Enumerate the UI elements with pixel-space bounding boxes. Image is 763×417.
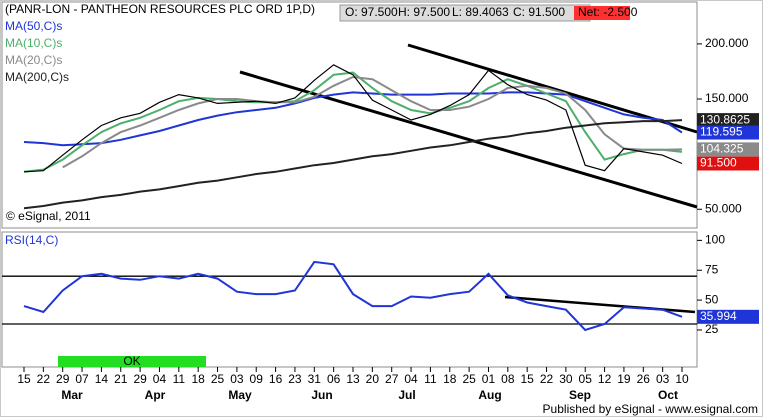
- value-tag-label: 130.8625: [700, 112, 750, 126]
- credit: © eSignal, 2011: [6, 209, 91, 223]
- x-tick-label: 22: [540, 372, 554, 386]
- month-label: Jul: [398, 388, 415, 402]
- y-tick-label: 100: [705, 233, 725, 247]
- ok-badge: [58, 356, 206, 367]
- legend-entry: MA(200,C)s: [5, 70, 69, 84]
- x-tick-label: 06: [327, 372, 341, 386]
- x-tick-label: 03: [656, 372, 670, 386]
- legend-entry: MA(50,C)s: [5, 19, 62, 33]
- net-label: Net: -2.500: [578, 5, 638, 19]
- month-label: May: [228, 388, 252, 402]
- month-label: Jun: [311, 388, 332, 402]
- x-tick-label: 03: [230, 372, 244, 386]
- value-tag-label: 119.595: [700, 125, 743, 139]
- x-tick-label: 16: [269, 372, 283, 386]
- x-tick-label: 18: [191, 372, 205, 386]
- value-tag: [697, 156, 759, 171]
- value-tag-label: 91.500: [700, 156, 737, 170]
- x-tick-label: 30: [559, 372, 573, 386]
- x-tick-label: 10: [675, 372, 689, 386]
- quote-item: L: 89.4063: [452, 5, 509, 19]
- x-tick-label: 05: [579, 372, 593, 386]
- chart-title: (PANR-LON - PANTHEON RESOURCES PLC ORD 1…: [5, 2, 315, 16]
- x-tick-label: 29: [133, 372, 147, 386]
- x-tick-label: 11: [424, 372, 437, 386]
- legend-entry: MA(20,C)s: [5, 53, 62, 67]
- ma-line: [23, 71, 683, 173]
- value-tag: [697, 125, 759, 140]
- ma-line: [23, 91, 683, 147]
- rsi-line: [23, 260, 683, 332]
- month-label: Aug: [478, 388, 501, 402]
- x-tick-label: 25: [462, 372, 476, 386]
- x-tick-label: 13: [346, 372, 360, 386]
- price-panel: [1, 1, 698, 229]
- ma-line: [62, 75, 683, 169]
- x-tick-label: 04: [404, 372, 418, 386]
- x-tick-label: 11: [173, 372, 186, 386]
- x-tick-label: 18: [443, 372, 457, 386]
- value-tag-label: 35.994: [700, 309, 737, 323]
- x-tick-label: 26: [637, 372, 651, 386]
- y-tick-label: 75: [705, 262, 719, 276]
- ok-label: OK: [123, 354, 140, 368]
- quote-item: C: 91.500: [513, 5, 565, 19]
- x-tick-label: 23: [288, 372, 302, 386]
- x-tick-label: 19: [617, 372, 631, 386]
- price-line: [23, 64, 683, 173]
- x-tick-label: 31: [308, 372, 322, 386]
- x-tick-label: 01: [482, 372, 496, 386]
- x-tick-label: 21: [114, 372, 128, 386]
- month-label: Apr: [145, 388, 166, 402]
- x-tick-label: 12: [598, 372, 612, 386]
- net-box: [574, 6, 630, 20]
- x-tick-label: 22: [37, 372, 51, 386]
- x-tick-label: 09: [250, 372, 264, 386]
- value-tag: [697, 113, 759, 128]
- x-tick-label: 08: [501, 372, 515, 386]
- legend-entry: MA(10,C)s: [5, 36, 62, 50]
- quote-item: H: 97.500: [398, 5, 450, 19]
- rsi-panel: [1, 231, 698, 368]
- month-label: Mar: [61, 388, 83, 402]
- value-tag: [697, 309, 759, 324]
- x-tick-label: 20: [366, 372, 380, 386]
- x-tick-label: 29: [56, 372, 70, 386]
- value-tag: [697, 142, 759, 157]
- x-tick-label: 14: [95, 372, 109, 386]
- y-tick-label: 25: [705, 322, 719, 336]
- x-tick-label: 27: [385, 372, 399, 386]
- y-tick-label: 150.000: [705, 91, 749, 105]
- y-tick-label: 50: [705, 292, 719, 306]
- rsi-title: RSI(14,C): [5, 233, 58, 247]
- trend-line: [239, 70, 698, 209]
- x-tick-label: 07: [75, 372, 89, 386]
- x-tick-label: 15: [520, 372, 534, 386]
- value-tag-label: 104.325: [700, 142, 744, 156]
- y-tick-label: 50.000: [705, 201, 742, 215]
- month-label: Oct: [658, 388, 678, 402]
- x-tick-label: 25: [211, 372, 225, 386]
- footer: Published by eSignal - www.esignal.com: [543, 402, 758, 416]
- month-label: Sep: [569, 388, 591, 402]
- x-tick-label: 15: [17, 372, 31, 386]
- y-tick-label: 200.000: [705, 36, 749, 50]
- x-tick-label: 04: [153, 372, 167, 386]
- quote-item: O: 97.500: [345, 5, 398, 19]
